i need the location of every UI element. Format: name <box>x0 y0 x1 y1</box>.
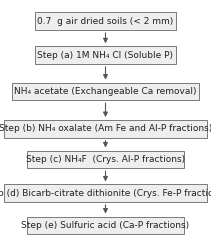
FancyBboxPatch shape <box>27 217 184 234</box>
FancyBboxPatch shape <box>35 12 176 30</box>
Text: 0.7  g air dried soils (< 2 mm): 0.7 g air dried soils (< 2 mm) <box>37 17 174 26</box>
FancyBboxPatch shape <box>4 185 207 202</box>
Text: Step (b) NH₄ oxalate (Am Fe and Al-P fractions): Step (b) NH₄ oxalate (Am Fe and Al-P fra… <box>0 124 211 133</box>
FancyBboxPatch shape <box>4 120 207 138</box>
FancyBboxPatch shape <box>12 83 199 100</box>
Text: Step (e) Sulfuric acid (Ca-P fractions): Step (e) Sulfuric acid (Ca-P fractions) <box>22 221 189 230</box>
Text: Step (a) 1M NH₄ Cl (Soluble P): Step (a) 1M NH₄ Cl (Soluble P) <box>38 51 173 60</box>
FancyBboxPatch shape <box>35 46 176 64</box>
Text: Step (d) Bicarb-citrate dithionite (Crys. Fe-P fractions): Step (d) Bicarb-citrate dithionite (Crys… <box>0 189 211 198</box>
FancyBboxPatch shape <box>27 151 184 168</box>
Text: NH₄ acetate (Exchangeable Ca removal): NH₄ acetate (Exchangeable Ca removal) <box>14 87 197 96</box>
Text: Step (c) NH₄F  (Crys. Al-P fractions): Step (c) NH₄F (Crys. Al-P fractions) <box>26 155 185 164</box>
